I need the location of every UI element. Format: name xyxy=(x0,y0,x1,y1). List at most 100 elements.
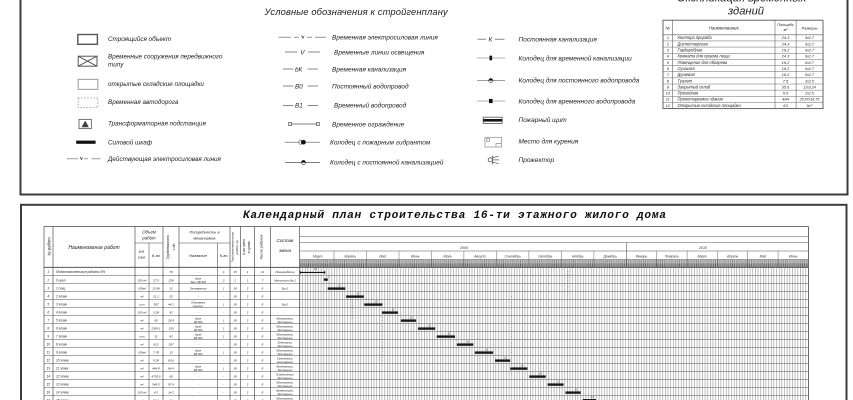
svg-text:10: 10 xyxy=(666,91,671,96)
svg-text:548.5: 548.5 xyxy=(152,382,160,386)
svg-text:Декабрь: Декабрь xyxy=(603,254,618,258)
svg-text:Монтажники,: Монтажники, xyxy=(276,333,294,337)
svg-text:м³: м³ xyxy=(140,366,144,370)
svg-text:100 м²: 100 м² xyxy=(138,390,148,394)
svg-text:11: 11 xyxy=(261,270,264,274)
svg-text:28.9: 28.9 xyxy=(167,318,174,322)
svg-text:6 этаж: 6 этаж xyxy=(56,326,68,330)
svg-text:9: 9 xyxy=(667,84,670,89)
svg-text:12: 12 xyxy=(169,286,173,290)
svg-text:бетонщики: бетонщики xyxy=(278,368,293,372)
svg-text:-: - xyxy=(198,342,199,346)
svg-text:10: 10 xyxy=(47,342,51,346)
svg-text:8: 8 xyxy=(262,326,264,330)
svg-text:Временная электросиловая линия: Временная электросиловая линия xyxy=(332,35,438,42)
svg-text:138: 138 xyxy=(168,278,173,282)
svg-text:шт: шт xyxy=(140,334,145,338)
svg-text:2.08: 2.08 xyxy=(152,310,159,314)
svg-text:26: 26 xyxy=(233,374,238,378)
svg-text:16: 16 xyxy=(47,390,51,394)
svg-text:Число рабочих: Число рабочих xyxy=(260,234,264,259)
svg-text:зданий: зданий xyxy=(727,6,764,18)
svg-text:8: 8 xyxy=(262,318,264,322)
svg-text:Май: Май xyxy=(760,254,767,258)
svg-text:Продолжительность: Продолжительность xyxy=(231,231,235,262)
svg-text:44.2: 44.2 xyxy=(168,302,174,306)
svg-text:м²: м² xyxy=(140,318,144,322)
svg-text:2: 2 xyxy=(246,326,249,330)
svg-text:м²: м² xyxy=(784,28,789,32)
svg-text:Май: Май xyxy=(379,254,386,258)
svg-text:12.1: 12.1 xyxy=(153,294,159,298)
svg-text:26: 26 xyxy=(233,286,238,290)
svg-text:3: 3 xyxy=(47,286,49,290)
svg-text:открытые складские площадки: открытые складские площадки xyxy=(108,80,204,88)
svg-text:97.4: 97.4 xyxy=(168,382,174,386)
svg-text:12: 12 xyxy=(47,358,51,362)
svg-text:2: 2 xyxy=(246,302,249,306)
svg-text:1: 1 xyxy=(223,350,225,354)
svg-text:12 этаж: 12 этаж xyxy=(56,374,69,378)
svg-text:Силовой шкаф: Силовой шкаф xyxy=(108,139,153,147)
svg-text:100м²: 100м² xyxy=(138,350,147,354)
svg-text:24.3: 24.3 xyxy=(781,54,791,59)
svg-text:Июль: Июль xyxy=(443,254,452,258)
svg-text:11: 11 xyxy=(520,363,523,367)
svg-text:8 этаж: 8 этаж xyxy=(56,342,68,346)
svg-text:26: 26 xyxy=(233,334,238,338)
svg-text:В0: В0 xyxy=(295,83,303,90)
svg-text:26: 26 xyxy=(233,382,238,386)
svg-text:Место для курения: Место для курения xyxy=(519,138,579,146)
svg-text:Колодец с постоянной канализац: Колодец с постоянной канализацией xyxy=(330,159,444,167)
svg-text:1: 1 xyxy=(223,326,225,330)
svg-text:КБ-503: КБ-503 xyxy=(194,320,203,324)
svg-text:Кран: Кран xyxy=(195,365,202,369)
svg-text:8: 8 xyxy=(262,398,264,400)
svg-text:Размеры: Размеры xyxy=(802,26,818,30)
svg-text:баш. КБ-503: баш. КБ-503 xyxy=(190,280,206,284)
svg-text:Экспликация временных: Экспликация временных xyxy=(678,0,807,4)
svg-text:шт: шт xyxy=(140,302,145,306)
svg-text:2583.1: 2583.1 xyxy=(150,326,161,330)
svg-text:16.2: 16.2 xyxy=(782,66,791,71)
svg-text:5: 5 xyxy=(47,302,49,306)
svg-text:100м²: 100м² xyxy=(138,286,147,290)
svg-text:Ноябрь: Ноябрь xyxy=(572,254,584,258)
svg-text:-: - xyxy=(198,382,199,386)
svg-text:26: 26 xyxy=(233,302,238,306)
svg-text:8: 8 xyxy=(262,382,264,386)
svg-text:8: 8 xyxy=(262,302,264,306)
svg-text:Временное ограждение: Временное ограждение xyxy=(332,120,405,128)
svg-text:11х3.24: 11х3.24 xyxy=(803,85,816,89)
svg-text:К: К xyxy=(489,37,493,44)
svg-text:м³: м³ xyxy=(140,294,144,298)
svg-text:5: 5 xyxy=(667,60,670,65)
svg-text:Проектируемое здание: Проектируемое здание xyxy=(678,97,724,102)
svg-text:7: 7 xyxy=(262,278,264,282)
svg-text:Диспетчерская: Диспетчерская xyxy=(677,41,709,46)
svg-text:2: 2 xyxy=(246,374,249,378)
svg-text:-: - xyxy=(223,294,224,298)
svg-text:11: 11 xyxy=(47,350,51,354)
svg-text:в сутки: в сутки xyxy=(247,241,251,253)
svg-text:13 этаж: 13 этаж xyxy=(56,382,69,386)
svg-text:Условные обозначения к стройге: Условные обозначения к стройгенплану xyxy=(264,6,449,17)
svg-text:Действующая электросиловая лин: Действующая электросиловая линия xyxy=(107,155,222,163)
svg-text:Пожарный щит: Пожарный щит xyxy=(519,116,568,124)
svg-text:2 этаж: 2 этаж xyxy=(55,294,68,298)
svg-text:26: 26 xyxy=(233,310,238,314)
svg-text:2: 2 xyxy=(246,366,249,370)
svg-text:Февраль: Февраль xyxy=(665,254,679,258)
svg-text:ч-дн: ч-дн xyxy=(172,243,176,250)
svg-text:9х7: 9х7 xyxy=(807,104,814,108)
svg-text:м³: м³ xyxy=(140,358,144,362)
svg-text:Трудоемкость: Трудоемкость xyxy=(166,235,170,260)
svg-text:Временные сооружения передвижн: Временные сооружения передвижного xyxy=(108,52,223,60)
svg-text:11: 11 xyxy=(410,315,413,319)
svg-text:Подъемник: Подъемник xyxy=(191,301,206,305)
svg-text:2: 2 xyxy=(246,342,249,346)
svg-text:5 этаж: 5 этаж xyxy=(56,318,68,322)
svg-text:9х2.7: 9х2.7 xyxy=(805,36,815,40)
svg-text:1: 1 xyxy=(223,366,225,370)
svg-text:Комната для приема пищи: Комната для приема пищи xyxy=(678,54,731,59)
